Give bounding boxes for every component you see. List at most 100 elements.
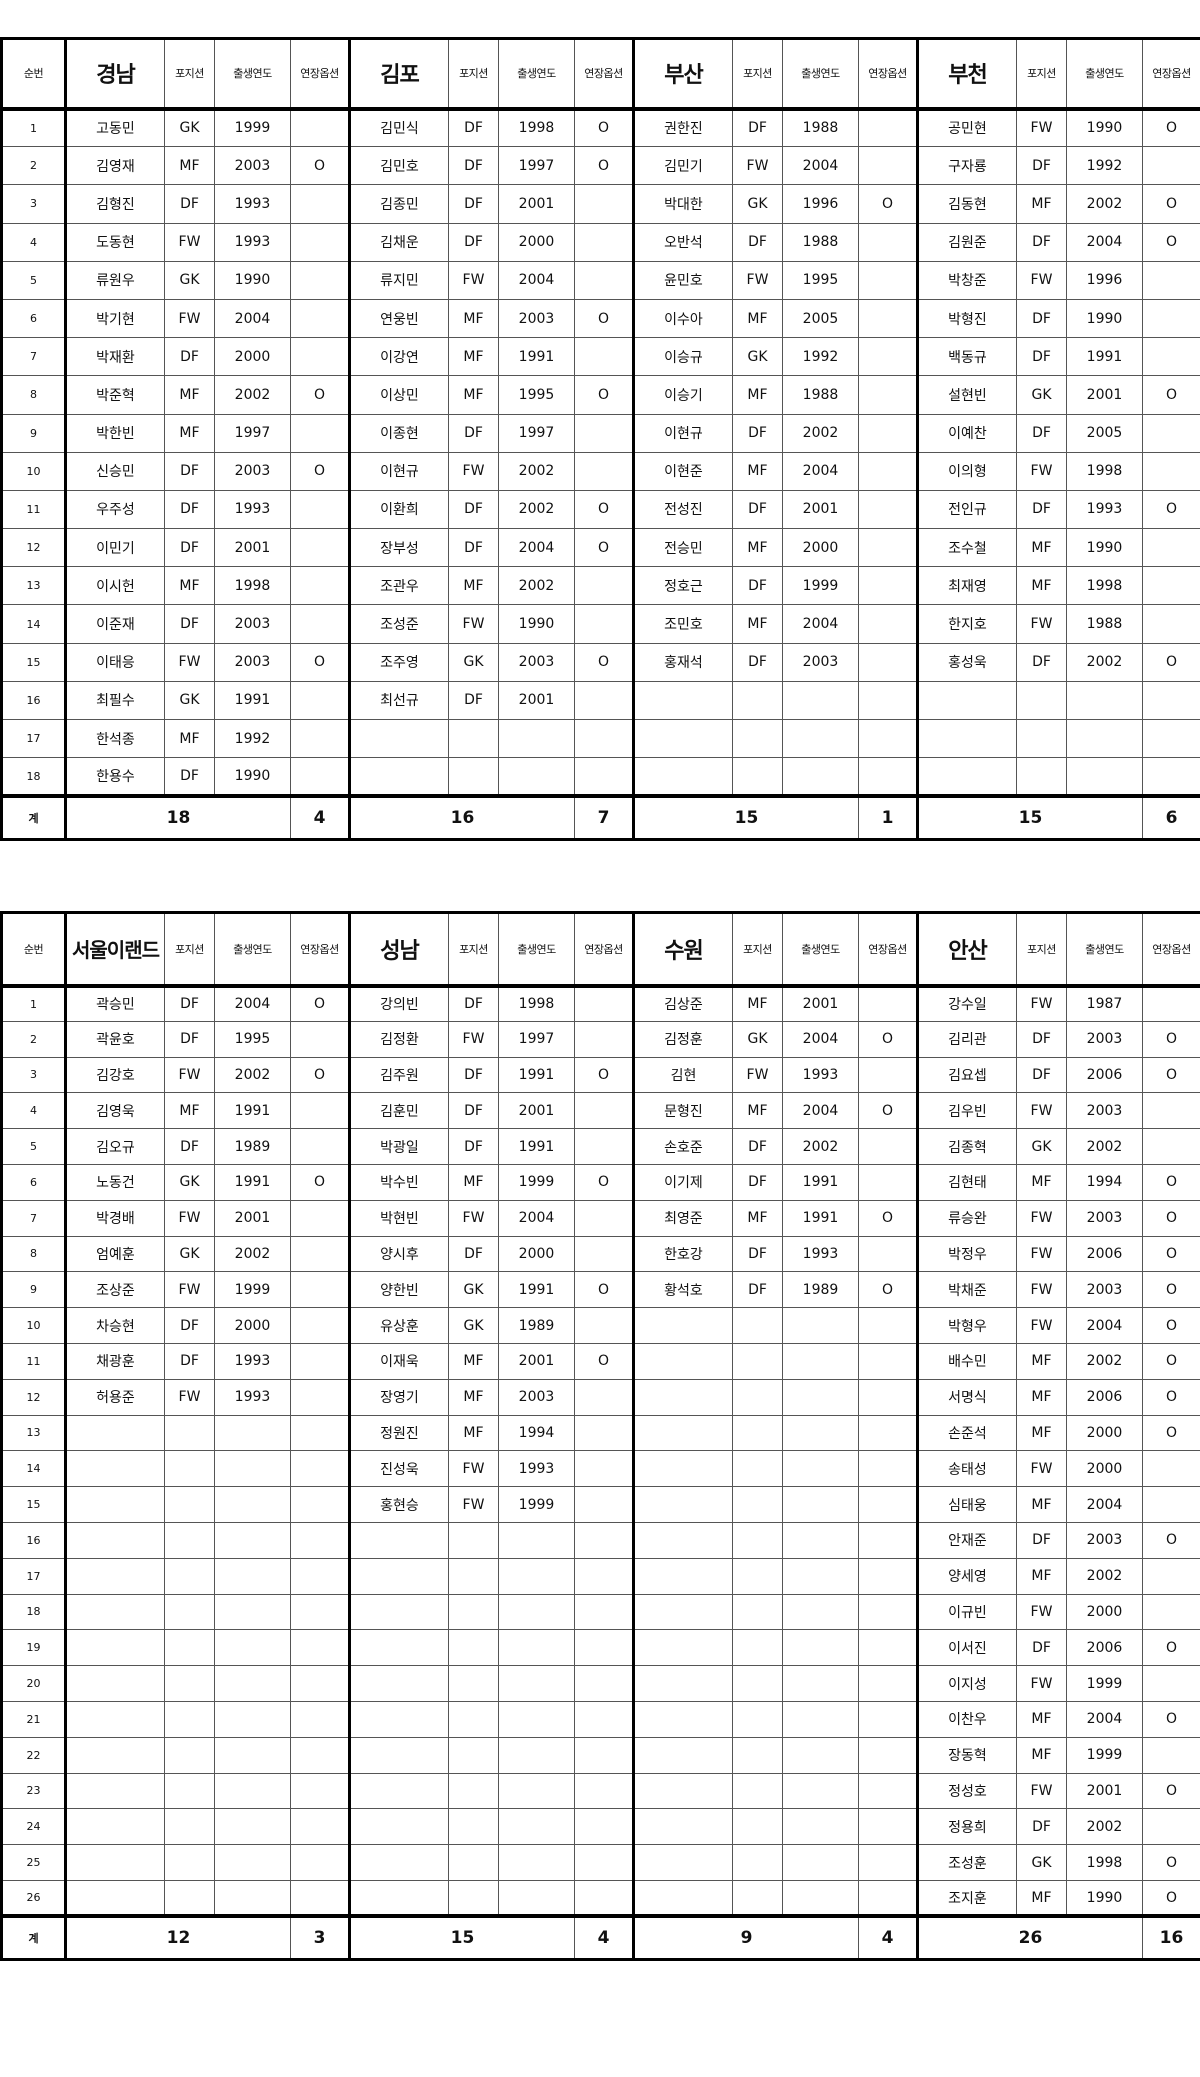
player-name: [348, 1808, 449, 1846]
player-position: DF: [1016, 413, 1067, 453]
player-name: 이규빈: [916, 1593, 1017, 1631]
player-position: MF: [732, 528, 783, 568]
player-name: 전성진: [632, 489, 733, 530]
player-extension-option: [574, 260, 634, 300]
player-extension-option: [574, 337, 634, 377]
player-extension-option: [290, 1307, 350, 1344]
total-label: 계: [1, 1914, 66, 1961]
player-position: [164, 1521, 215, 1559]
player-extension-option: O: [1142, 1056, 1200, 1094]
row-number: 16: [1, 1521, 66, 1559]
player-birth-year: [498, 1629, 575, 1667]
player-name: 정성호: [916, 1772, 1017, 1810]
player-birth-year: 2004: [498, 528, 575, 568]
player-name: 전승민: [632, 528, 733, 568]
player-extension-option: [858, 1414, 918, 1452]
player-extension-option: O: [1142, 1199, 1200, 1237]
player-name: 김현태: [916, 1163, 1017, 1201]
player-extension-option: [858, 985, 918, 1022]
player-name: 이현규: [632, 413, 733, 453]
row-number: 15: [1, 1486, 66, 1523]
table-row: 23 정성호 FW 2001 O: [1, 1772, 1200, 1810]
row-number: 3: [1, 1056, 66, 1094]
player-position: [448, 1772, 499, 1810]
row-number: 6: [1, 298, 66, 339]
player-birth-year: [214, 1486, 291, 1523]
player-extension-option: [858, 451, 918, 491]
player-birth-year: 1995: [214, 1020, 291, 1058]
player-position: DF: [448, 985, 499, 1022]
player-position: DF: [732, 642, 783, 682]
player-position: DF: [164, 1307, 215, 1344]
row-number: 17: [1, 718, 66, 759]
player-extension-option: O: [858, 184, 918, 224]
player-birth-year: [214, 1700, 291, 1738]
player-birth-year: [214, 1772, 291, 1810]
player-name: [64, 1879, 165, 1917]
player-name: [64, 1772, 165, 1810]
player-extension-option: [1142, 604, 1200, 644]
player-extension-option: [290, 1020, 350, 1058]
col-header-birth-year: 출생연도: [782, 38, 859, 111]
player-name: [64, 1557, 165, 1595]
player-name: 배수민: [916, 1342, 1017, 1380]
row-number: 12: [1, 1378, 66, 1416]
player-name: 조수철: [916, 528, 1017, 568]
col-header-birth-year: 출생연도: [498, 38, 575, 111]
player-position: MF: [164, 375, 215, 415]
player-birth-year: 2002: [1066, 1808, 1143, 1846]
player-extension-option: [858, 1235, 918, 1273]
player-extension-option: [858, 528, 918, 568]
player-birth-year: 2000: [498, 1235, 575, 1273]
player-name: 권한진: [632, 107, 733, 148]
player-extension-option: [1142, 298, 1200, 339]
player-name: [632, 1700, 733, 1738]
player-extension-option: [290, 1736, 350, 1774]
table-row: 2 김영재 MF 2003 O 김민호 DF 1997 O 김민기 FW 2004 구자룡 DF 1992: [1, 146, 1200, 186]
player-position: MF: [1016, 184, 1067, 224]
player-name: 박형우: [916, 1307, 1017, 1344]
player-position: GK: [448, 1271, 499, 1309]
row-number: 14: [1, 604, 66, 644]
player-birth-year: 2001: [782, 985, 859, 1022]
player-birth-year: [782, 680, 859, 721]
table-row: 16 최필수 GK 1991 최선규 DF 2001: [1, 680, 1200, 721]
row-number: 3: [1, 184, 66, 224]
player-extension-option: [574, 222, 634, 262]
player-birth-year: 1997: [498, 413, 575, 453]
player-position: MF: [732, 298, 783, 339]
row-number: 9: [1, 1271, 66, 1309]
col-header-birth-year: 출생연도: [214, 912, 291, 988]
player-extension-option: O: [1142, 375, 1200, 415]
player-extension-option: [574, 1199, 634, 1237]
player-birth-year: 1995: [498, 375, 575, 415]
player-extension-option: [1142, 260, 1200, 300]
table-row: 15 이태응 FW 2003 O 조주영 GK 2003 O 홍재석 DF 2003 홍성욱 DF 2002…: [1, 642, 1200, 682]
player-extension-option: [574, 1700, 634, 1738]
player-extension-option: [574, 1378, 634, 1416]
total-row: 계 18 4 16 7 15 1 15 6: [1, 793, 1200, 840]
player-extension-option: [574, 1629, 634, 1667]
player-extension-option: [574, 1593, 634, 1631]
player-extension-option: [1142, 1128, 1200, 1165]
player-extension-option: [290, 680, 350, 721]
player-position: [448, 757, 499, 797]
player-extension-option: O: [574, 375, 634, 415]
player-extension-option: [574, 1736, 634, 1774]
player-birth-year: 2002: [214, 375, 291, 415]
player-name: 류승완: [916, 1199, 1017, 1237]
player-position: FW: [1016, 985, 1067, 1022]
player-name: 이수아: [632, 298, 733, 339]
player-name: [632, 1307, 733, 1344]
col-header-extension-option: 연장옵션: [574, 912, 634, 988]
player-extension-option: [574, 985, 634, 1022]
player-name: 이승규: [632, 337, 733, 377]
player-name: [348, 1557, 449, 1595]
player-birth-year: 1990: [214, 260, 291, 300]
player-extension-option: [1142, 985, 1200, 1022]
col-header-extension-option: 연장옵션: [290, 38, 350, 111]
player-position: [732, 757, 783, 797]
col-header-position: 포지션: [164, 912, 215, 988]
player-name: [632, 1557, 733, 1595]
player-birth-year: [498, 1521, 575, 1559]
